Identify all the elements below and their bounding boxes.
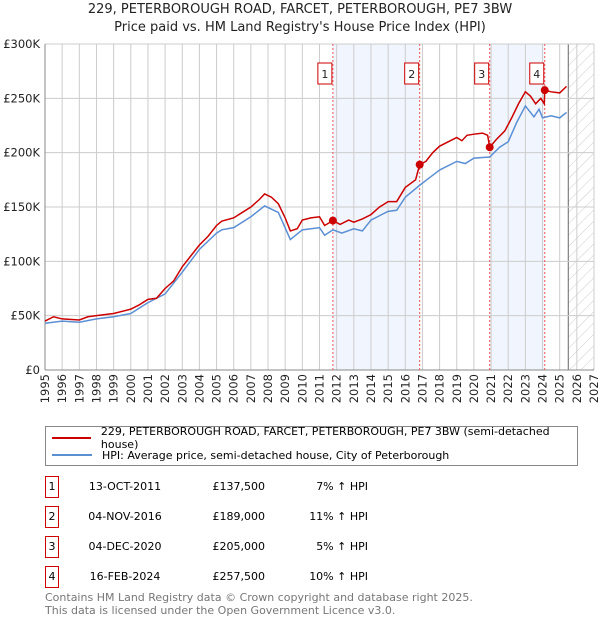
- sale-date: 16-FEB-2024: [89, 570, 161, 583]
- sale-row: 2 04-NOV-2016 £189,000 11% ↑ HPI: [0, 506, 600, 528]
- sale-number-badge: 3: [45, 536, 59, 558]
- x-tick-label: 2003: [175, 374, 189, 403]
- sale-price: £257,500: [212, 570, 266, 583]
- x-tick-label: 2027: [587, 374, 600, 403]
- footer-copyright: Contains HM Land Registry data © Crown c…: [45, 591, 473, 604]
- sale-label-box: [317, 62, 333, 85]
- x-tick-label: 2021: [484, 374, 498, 403]
- x-tick-label: 2019: [450, 374, 464, 403]
- hpi-line: [44, 104, 568, 325]
- property-price-line: [44, 85, 568, 322]
- sale-price: £189,000: [212, 510, 266, 523]
- legend-label: HPI: Average price, semi-detached house,…: [102, 448, 450, 462]
- x-tick-label: 1995: [38, 374, 52, 403]
- price-chart: 1995 1996 1997 1998 1999 2000 2001 2002 2003 2004…: [3, 37, 600, 403]
- y-tick-label: £300K: [3, 37, 40, 51]
- legend-swatch-blue: [52, 454, 92, 456]
- sale-point: [415, 160, 424, 169]
- x-tick-label: 2024: [536, 374, 550, 403]
- x-tick-label: 2018: [433, 374, 447, 403]
- x-tick-label: 2013: [347, 374, 361, 403]
- x-tick-label: 2020: [467, 374, 481, 403]
- x-tick-label: 2023: [518, 374, 532, 403]
- x-tick-label: 2022: [501, 374, 515, 403]
- y-tick-label: £100K: [3, 254, 40, 268]
- sale-point: [485, 143, 494, 152]
- x-tick-label: 2008: [261, 374, 275, 403]
- sale-label: 1: [321, 68, 328, 81]
- sale-number-badge: 4: [45, 566, 59, 588]
- sale-hpi-change: 5% ↑ HPI: [316, 540, 368, 553]
- sale-hpi-change: 11% ↑ HPI: [309, 510, 368, 523]
- legend-item-property: 229, PETERBOROUGH ROAD, FARCET, PETERBOR…: [52, 425, 577, 451]
- x-tick-label: 2001: [141, 374, 155, 403]
- x-tick-label: 2009: [278, 374, 292, 403]
- x-tick-label: 2004: [192, 374, 206, 403]
- x-tick-label: 2002: [158, 374, 172, 403]
- y-tick-label: £250K: [3, 91, 40, 105]
- sale-price: £137,500: [212, 480, 266, 493]
- y-tick-label: £0: [25, 363, 40, 377]
- sale-number-badge: 2: [45, 506, 59, 528]
- sale-label-box: [474, 62, 490, 85]
- y-tick-label: £200K: [3, 146, 40, 160]
- legend-item-hpi: HPI: Average price, semi-detached house,…: [52, 448, 449, 462]
- chart-subtitle: Price paid vs. HM Land Registry's House …: [114, 20, 486, 35]
- sale-number-badge: 1: [45, 476, 59, 498]
- x-tick-label: 2010: [295, 374, 309, 403]
- x-tick-label: 2026: [570, 374, 584, 403]
- legend: 229, PETERBOROUGH ROAD, FARCET, PETERBOR…: [45, 425, 578, 466]
- x-tick-label: 2017: [415, 374, 429, 403]
- sale-row: 1 13-OCT-2011 £137,500 7% ↑ HPI: [0, 476, 600, 498]
- x-tick-label: 2007: [244, 374, 258, 403]
- x-tick-label: 2025: [553, 374, 567, 403]
- x-tick-label: 1997: [72, 374, 86, 403]
- y-tick-label: £150K: [3, 200, 40, 214]
- sale-hpi-change: 10% ↑ HPI: [309, 570, 368, 583]
- y-tick-label: £50K: [11, 309, 41, 323]
- sale-label: 2: [408, 68, 415, 81]
- x-tick-label: 2011: [313, 374, 327, 403]
- sale-point: [328, 216, 337, 225]
- sale-date: 04-DEC-2020: [88, 540, 162, 553]
- x-tick-label: 2016: [398, 374, 412, 403]
- sale-price: £205,000: [212, 540, 266, 553]
- x-tick-label: 1996: [55, 374, 69, 403]
- sale-row: 3 04-DEC-2020 £205,000 5% ↑ HPI: [0, 536, 600, 558]
- x-tick-label: 1998: [89, 374, 103, 403]
- sale-date: 13-OCT-2011: [88, 480, 162, 493]
- sale-label-box: [404, 62, 420, 85]
- sale-point: [540, 86, 549, 95]
- x-tick-label: 1999: [107, 374, 121, 403]
- sale-date: 04-NOV-2016: [88, 510, 162, 523]
- sale-label: 4: [533, 68, 540, 81]
- x-tick-label: 2005: [210, 374, 224, 403]
- sale-label: 3: [478, 68, 485, 81]
- footer-licence: This data is licensed under the Open Gov…: [45, 604, 396, 617]
- sale-label-box: [529, 62, 545, 85]
- x-tick-label: 2014: [364, 374, 378, 403]
- x-tick-label: 2006: [227, 374, 241, 403]
- legend-swatch-red: [52, 437, 91, 439]
- x-tick-label: 2012: [330, 374, 344, 403]
- legend-label: 229, PETERBOROUGH ROAD, FARCET, PETERBOR…: [100, 425, 550, 451]
- x-tick-label: 2000: [124, 374, 138, 403]
- x-tick-label: 2015: [381, 374, 395, 403]
- sale-hpi-change: 7% ↑ HPI: [316, 480, 368, 493]
- chart-title: 229, PETERBOROUGH ROAD, FARCET, PETERBOR…: [87, 2, 513, 17]
- sale-row: 4 16-FEB-2024 £257,500 10% ↑ HPI: [0, 566, 600, 588]
